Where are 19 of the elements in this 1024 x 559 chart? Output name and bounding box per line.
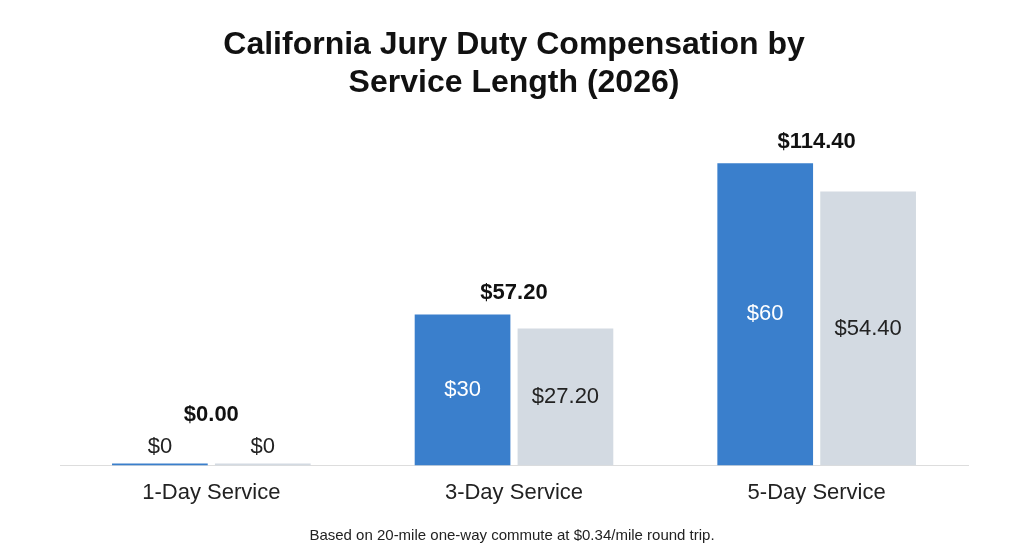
data-label: $0: [147, 432, 173, 458]
total-label: $114.40: [777, 128, 856, 154]
text: Based on 20-mile one-way commute at $0.34/mile round trip.: [308, 526, 716, 543]
data-label: $0: [250, 432, 276, 458]
data-label: $30: [444, 376, 481, 402]
x-tick-label: 1-Day Service: [142, 478, 281, 504]
bar: [414, 314, 511, 466]
bar: [717, 163, 814, 466]
total-label: $0.00: [183, 400, 239, 426]
bar: [517, 328, 614, 466]
data-label: $27.20: [531, 383, 600, 409]
text: California Jury Duty Compensation by: [223, 25, 805, 62]
x-tick-label: 3-Day Service: [444, 478, 584, 504]
text: Service Length (2026): [348, 63, 680, 100]
data-label: $54.40: [834, 314, 902, 340]
x-tick-label: 5-Day Service: [747, 478, 886, 504]
data-label: $60: [746, 300, 784, 326]
total-label: $57.20: [480, 279, 548, 305]
bar: [820, 191, 916, 466]
